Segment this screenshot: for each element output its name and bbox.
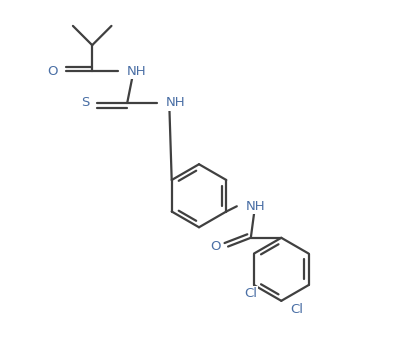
Text: NH: NH bbox=[127, 65, 147, 78]
Text: O: O bbox=[210, 240, 220, 253]
Text: Cl: Cl bbox=[244, 287, 257, 300]
Text: S: S bbox=[81, 96, 90, 109]
Text: NH: NH bbox=[246, 200, 265, 213]
Text: O: O bbox=[48, 65, 58, 78]
Text: Cl: Cl bbox=[290, 303, 303, 316]
Text: NH: NH bbox=[166, 96, 185, 109]
